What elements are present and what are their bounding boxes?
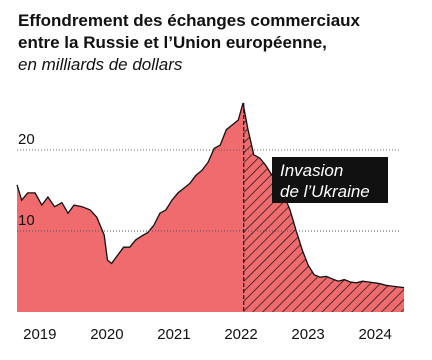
x-tick-label: 2024 bbox=[358, 326, 391, 343]
chart-title: Effondrement des échanges commerciaux bbox=[18, 11, 361, 30]
y-tick-label: 20 bbox=[18, 131, 35, 148]
chart-title: entre la Russie et l’Union européenne, bbox=[18, 33, 327, 52]
x-tick-label: 2021 bbox=[157, 326, 190, 343]
annotation-text: de l’Ukraine bbox=[280, 182, 370, 201]
x-tick-label: 2020 bbox=[90, 326, 123, 343]
line bbox=[16, 102, 405, 289]
annotation-text: Invasion bbox=[280, 161, 343, 180]
x-tick-label: 2022 bbox=[224, 326, 257, 343]
chart-subtitle: en milliards de dollars bbox=[18, 55, 183, 74]
area bbox=[17, 103, 404, 312]
x-tick-label: 2023 bbox=[291, 326, 324, 343]
y-tick-label: 10 bbox=[18, 212, 35, 229]
x-tick-label: 2019 bbox=[23, 326, 56, 343]
annotation-box bbox=[272, 157, 388, 203]
